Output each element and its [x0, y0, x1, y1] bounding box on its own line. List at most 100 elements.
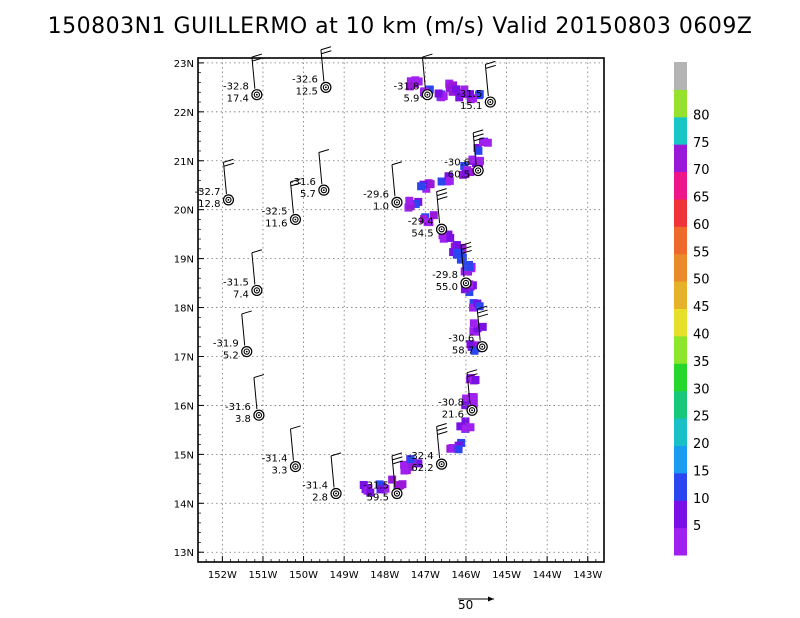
observation-marker-dot — [440, 463, 443, 466]
wind-barb-feather — [251, 249, 263, 254]
observation-marker-dot — [465, 282, 467, 284]
swath-cell — [454, 445, 463, 454]
observation-speed: 12.8 — [198, 199, 220, 210]
colorbar-segment — [674, 418, 687, 446]
colorbar-label: 65 — [693, 191, 710, 206]
wind-barb — [318, 152, 323, 185]
x-tick-label: 152W — [208, 570, 237, 581]
observation-marker-dot — [477, 169, 480, 172]
x-tick-label: 145W — [492, 570, 521, 581]
y-tick-label: 20N — [174, 206, 194, 217]
observation-marker-inner — [332, 490, 340, 497]
wind-barb-feather — [473, 137, 485, 142]
observation-marker-inner — [320, 186, 328, 194]
observation-layer: -32.817.4-32.612.5 -31.85.9 -31.515.1-32.7… — [195, 46, 496, 503]
wind-barb-feather — [477, 309, 488, 314]
colorbar-label: 55 — [693, 245, 710, 260]
wind-barb-feather — [477, 305, 488, 310]
wind-barb-feather — [473, 133, 484, 138]
wind-barb-feather — [252, 57, 263, 62]
observation-marker-dot — [324, 86, 327, 89]
observation: -32.612.5 — [292, 46, 332, 97]
swath-cell — [405, 196, 414, 205]
colorbar-segment — [674, 253, 687, 282]
observation: -32.462.2 — [408, 423, 448, 474]
observation-temp: -31.5 — [456, 89, 482, 100]
observation-marker-inner — [393, 490, 401, 497]
swath-cell — [452, 85, 461, 94]
colorbar-segment — [674, 144, 687, 173]
colorbar-segment — [674, 226, 687, 255]
wind-barb — [466, 372, 471, 405]
swath-cell — [473, 324, 482, 333]
observation: -32.712.8 — [195, 158, 235, 210]
observation-temp: -29.8 — [432, 270, 458, 281]
swath-cell — [460, 285, 469, 294]
observation-speed: 59.5 — [367, 492, 389, 503]
observation-marker-dot — [471, 409, 473, 412]
wind-barb — [289, 181, 294, 214]
swath-cell — [448, 444, 457, 453]
wind-barb — [241, 313, 246, 346]
reference-vector-label: 50 — [458, 598, 474, 612]
wind-barb-feather — [473, 129, 484, 134]
swath-cell — [471, 376, 480, 385]
wind-barb — [251, 57, 256, 89]
swath-cell — [411, 199, 420, 208]
observation-marker-inner — [253, 91, 261, 98]
wind-barb — [472, 132, 477, 165]
swath-cell — [469, 94, 478, 103]
wind-barb — [391, 164, 396, 197]
chart-title: 150803N1 GUILLERMO at 10 km (m/s) Valid … — [47, 14, 753, 39]
observation: -31.63.8 — [225, 374, 265, 425]
wind-barb-feather — [330, 452, 342, 457]
observation-temp: -30.6 — [448, 334, 474, 345]
wind-barb — [436, 426, 441, 459]
swath-cell — [475, 91, 484, 100]
observation-marker-inner — [322, 84, 330, 91]
observation-marker-dot — [258, 414, 260, 417]
wind-barb — [330, 455, 335, 488]
swath-cell — [478, 322, 487, 331]
observation-temp: -31.6 — [225, 402, 251, 413]
colorbar-label: 5 — [693, 519, 701, 534]
wind-barb-feather — [320, 46, 332, 51]
wind-barb-feather — [422, 53, 433, 58]
swath-cell — [446, 233, 455, 242]
wind-barb-feather — [290, 425, 301, 430]
wind-barb-feather — [437, 196, 448, 201]
wind-barb-feather — [290, 182, 301, 187]
observation-temp: -31.5 — [223, 277, 249, 288]
observation: -31.43.3 — [262, 425, 302, 477]
colorbar-segment — [674, 363, 687, 392]
wind-barb-feather — [392, 456, 403, 461]
observation-marker-inner — [255, 412, 263, 419]
colorbar-segment — [674, 62, 687, 90]
x-tick-label: 146W — [451, 570, 480, 581]
observation-speed: 2.8 — [312, 492, 328, 503]
observation-marker-inner — [292, 463, 299, 470]
swath-cell — [452, 248, 463, 259]
observation: -29.454.5 — [408, 188, 448, 239]
x-tick-label: 147W — [411, 570, 440, 581]
observation-marker-dot — [440, 228, 443, 231]
colorbar-segment — [674, 390, 687, 419]
wind-swath — [359, 76, 492, 497]
colorbar-label: 40 — [693, 328, 710, 343]
observation-temp: -32.4 — [408, 451, 434, 462]
swath-cell — [468, 155, 477, 164]
observation-temp: -29.4 — [408, 216, 434, 227]
y-tick-label: 18N — [174, 304, 194, 315]
observation-speed: 12.5 — [296, 86, 318, 97]
observation-temp: -32.7 — [195, 187, 221, 198]
observation-marker-inner — [243, 348, 250, 355]
colorbar-label: 45 — [693, 300, 710, 315]
swath-cell — [483, 138, 492, 147]
swath-cell — [359, 480, 368, 489]
wind-barb — [391, 455, 396, 488]
observation-marker-inner — [292, 216, 299, 223]
colorbar-label: 25 — [693, 410, 710, 425]
colorbar: 5 10 15 20 25 30 35 40 45 50 55 60 65 70 75 80 — [674, 62, 710, 556]
observation: -32.511.6 — [262, 178, 302, 229]
